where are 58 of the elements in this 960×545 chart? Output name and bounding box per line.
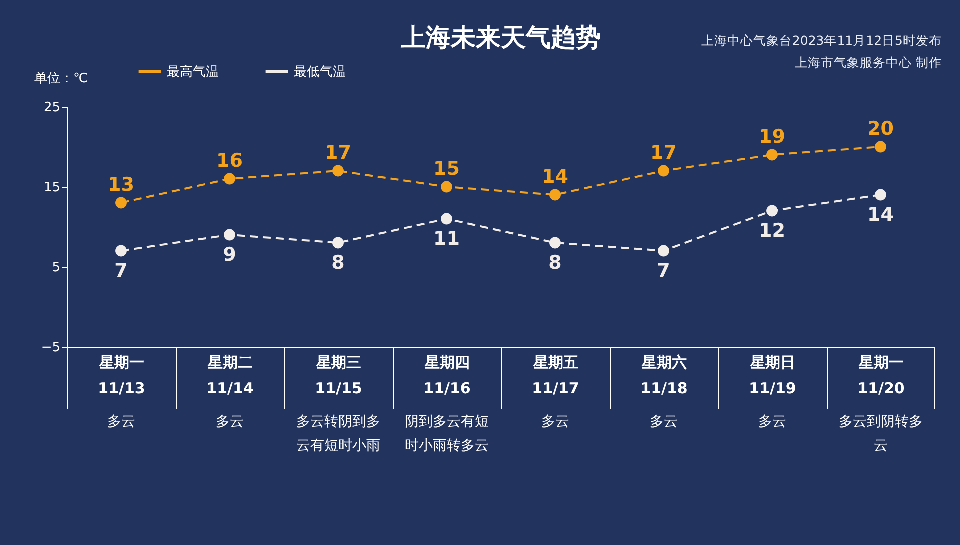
data-label: 8 [548,252,562,274]
text: 上海市气象服务中心 制作 [794,54,942,72]
text: 多云转阴到多云有短时小雨 [296,414,380,454]
data-label: 17 [325,142,352,164]
text: 多云 [541,414,570,430]
legend-label: 最高气温 [167,64,219,80]
point [658,165,670,177]
point [441,213,452,225]
point [766,205,778,217]
text: 多云到阴转多云 [838,414,923,454]
data-label: 9 [223,244,236,266]
point [116,197,127,209]
point [332,165,344,177]
data-label: 19 [759,126,786,148]
data-label: 16 [216,150,243,172]
text: 多云 [216,414,244,430]
x-tick-label: 星期三 11/15 [315,354,362,398]
legend-label: 最低气温 [294,65,346,80]
chart-title: 上海未来天气趋势 [400,23,601,52]
data-label: 14 [542,166,568,188]
point [224,229,236,241]
point [766,149,778,161]
point [875,189,886,201]
text: 多云 [107,414,136,430]
point [224,173,236,185]
y-tick-label: 25 [44,100,60,116]
point [550,189,561,201]
text: 多云 [650,414,678,430]
point [658,245,670,257]
x-tick-label: 星期四 11/16 [424,354,471,398]
y-tick-label: 15 [44,180,60,196]
x-tick-label: 星期二 11/14 [206,354,254,398]
point [550,237,561,249]
data-label: 15 [434,158,460,180]
text: 多云 [758,414,786,430]
data-label: 14 [868,204,894,226]
data-label: 7 [114,260,128,282]
x-tick-label: 星期一 11/20 [858,354,905,398]
text: 上海中心气象台2023年11月12日5时发布 [701,32,942,50]
data-label: 17 [650,142,677,164]
y-tick-label: −5 [41,340,60,356]
point [875,141,886,153]
point [441,181,452,193]
point [332,237,344,249]
y-axis-title: 单位：℃ [34,72,88,86]
text: 阴到多云有短时小雨转多云 [404,414,489,454]
data-label: 11 [434,228,460,250]
x-tick-label: 星期五 11/17 [532,354,580,398]
x-tick-label: 星期日 11/19 [749,354,796,398]
data-label: 7 [657,260,670,282]
x-tick-label: 星期六 11/18 [640,354,688,398]
data-label: 12 [759,220,786,242]
data-label: 13 [108,174,134,196]
x-tick-label: 星期一 11/13 [98,354,146,398]
data-label: 20 [868,118,894,140]
y-tick-label: 5 [52,260,60,276]
point [116,245,127,257]
data-label: 8 [332,252,345,274]
